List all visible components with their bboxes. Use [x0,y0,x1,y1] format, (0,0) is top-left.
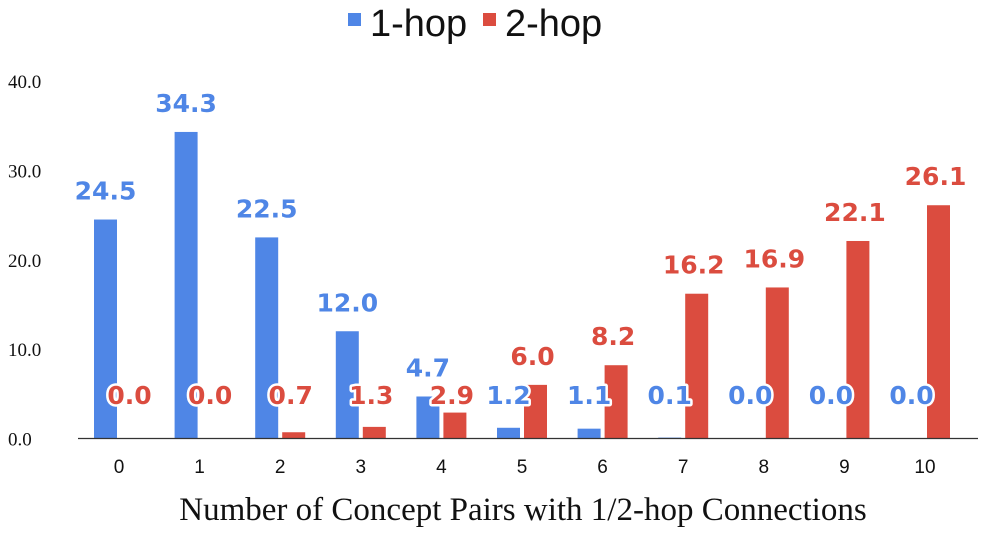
data-label-1hop: 0.0 [809,381,853,410]
data-label-1hop: 0.0 [889,381,933,410]
x-tick-label: 0 [114,457,125,478]
x-tick-label: 8 [759,457,770,478]
x-axis-ticks: 0 1 2 3 4 5 6 7 8 9 10 [114,457,936,478]
data-label-2hop: 6.0 [510,342,554,371]
data-label-2hop: 0.0 [107,381,151,410]
data-label-1hop: 22.5 [236,194,298,223]
data-label-1hop: 0.0 [728,381,772,410]
bar-2hop [846,240,870,439]
x-tick-label: 6 [597,457,608,478]
bar-2hop [524,384,547,439]
data-label-2hop: 8.2 [591,322,635,351]
data-label-2hop: 2.9 [430,381,474,410]
bar-1hop [255,237,279,439]
bar-1hop [497,427,520,439]
bar-2hop [927,205,950,439]
data-label-2hop: 0.0 [188,381,232,410]
bar-2hop [604,365,628,439]
bar-2hop [282,432,306,439]
x-tick-label: 10 [914,457,935,478]
data-label-2hop: 22.1 [824,198,886,227]
x-tick-label: 1 [194,457,205,478]
bar-1hop [94,219,117,439]
bars [94,131,950,439]
x-tick-label: 2 [275,457,286,478]
data-label-1hop: 34.3 [155,89,217,118]
y-tick-label: 10.0 [8,340,41,361]
y-axis-ticks: 0.0 10.0 20.0 30.0 40.0 [8,72,41,451]
y-tick-label: 30.0 [8,161,41,182]
bar-1hop [335,331,359,439]
y-tick-label: 20.0 [8,251,41,272]
legend-label: 2-hop [505,3,602,45]
bar-1hop [577,428,601,439]
data-label-1hop: 0.1 [648,381,692,410]
bar-2hop [685,293,709,439]
data-label-2hop: 1.3 [349,381,393,410]
bar-2hop [765,287,789,439]
x-axis-label: Number of Concept Pairs with 1/2-hop Con… [179,492,866,528]
data-label-1hop: 4.7 [406,353,450,382]
legend: 1-hop 2-hop [348,3,602,45]
y-tick-label: 0.0 [8,430,32,451]
legend-swatch [483,13,496,26]
legend-swatch [348,13,361,26]
legend-label: 1-hop [370,3,467,45]
bar-2hop [362,426,386,439]
data-label-1hop: 12.0 [316,288,378,317]
data-label-1hop: 24.5 [75,177,137,206]
bar-2hop [443,412,467,439]
data-label-2hop: 16.9 [743,244,805,273]
data-label-1hop: 1.1 [567,381,611,410]
bar-1hop [174,131,198,439]
x-tick-label: 9 [839,457,850,478]
y-tick-label: 40.0 [8,72,41,93]
data-label-2hop: 26.1 [905,162,967,191]
x-tick-label: 3 [356,457,367,478]
data-label-2hop: 16.2 [663,251,725,280]
x-tick-label: 7 [678,457,689,478]
bar-1hop [416,396,440,439]
x-tick-label: 5 [517,457,528,478]
x-tick-label: 4 [436,457,447,478]
data-label-1hop: 1.2 [486,381,530,410]
data-labels: 24.5 0.0 34.3 0.0 22.5 0.7 12.0 1.3 4.72.9 1.2 6.0… [72,86,969,412]
data-label-2hop: 0.7 [269,381,313,410]
